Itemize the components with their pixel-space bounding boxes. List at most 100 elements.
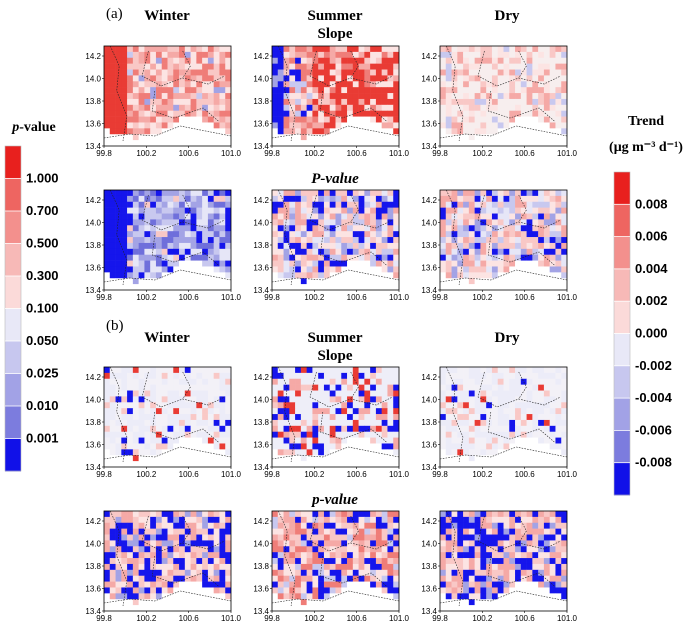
grid-cell [457, 213, 464, 220]
grid-cell [295, 260, 302, 267]
grid-cell [387, 408, 394, 415]
province-boundary [446, 510, 464, 607]
grid-cell [468, 110, 475, 117]
grid-cell [173, 408, 180, 415]
y-tick-label: 13.4 [421, 286, 437, 295]
grid-cell [277, 195, 284, 203]
grid-cell [375, 201, 382, 208]
grid-cell [277, 207, 284, 214]
grid-cell [457, 414, 464, 421]
grid-cell [109, 254, 116, 261]
grid-cell [503, 425, 510, 432]
grid-cell [352, 190, 359, 197]
grid-cell [555, 563, 562, 571]
grid-cell [364, 284, 371, 290]
grid-cell [457, 461, 464, 467]
grid-cell [393, 402, 399, 409]
grid-cell [173, 563, 180, 571]
grid-cell [532, 569, 539, 576]
grid-cell [138, 63, 145, 70]
grid-cell [213, 195, 220, 203]
grid-cell [381, 237, 388, 244]
grid-cell [272, 213, 279, 220]
grid-cell [352, 69, 359, 76]
grid-cell [497, 93, 504, 100]
grid-cell [104, 201, 111, 208]
x-tick-label: 100.2 [472, 293, 493, 302]
grid-cell [323, 104, 331, 111]
grid-cell [295, 278, 302, 285]
grid-cell [207, 396, 214, 403]
grid-cell [387, 219, 394, 226]
grid-cell [393, 207, 399, 214]
grid-cell [132, 272, 139, 279]
right-colorbar-unit: (μg m⁻³ d⁻¹) [609, 140, 683, 155]
grid-cell [104, 408, 111, 415]
grid-cell [538, 201, 545, 208]
grid-cell [509, 372, 516, 380]
grid-cell [202, 511, 209, 518]
grid-cell [132, 134, 139, 141]
grid-cell [283, 231, 290, 238]
grid-cell [196, 122, 203, 129]
grid-cell [104, 69, 111, 76]
grid-cell [306, 231, 313, 238]
grid-cell [503, 134, 510, 141]
grid-cell [144, 69, 151, 76]
grid-cell [538, 46, 545, 53]
grid-cell [457, 46, 464, 53]
grid-cell [486, 110, 493, 117]
grid-cell [486, 225, 493, 232]
right-colorbar-tick-label: -0.006 [635, 422, 672, 437]
grid-cell [393, 552, 399, 559]
grid-cell [318, 605, 325, 611]
grid-cell [549, 372, 556, 380]
grid-cell [213, 425, 220, 432]
grid-cell [375, 367, 382, 374]
grid-cell [289, 599, 296, 606]
grid-cell [393, 599, 399, 606]
grid-cell [132, 51, 139, 59]
grid-cell [121, 455, 128, 462]
grid-cell [283, 511, 290, 518]
grid-cell [491, 278, 499, 285]
grid-cell [121, 437, 128, 444]
grid-cell [329, 414, 336, 421]
grid-cell [497, 581, 504, 588]
grid-cell [127, 231, 134, 238]
grid-cell [375, 93, 382, 100]
grid-cell [341, 195, 348, 203]
grid-cell [561, 284, 567, 290]
grid-cell [184, 455, 191, 462]
grid-cell [150, 81, 157, 88]
grid-cell [323, 254, 331, 261]
grid-cell [532, 140, 539, 146]
grid-cell [463, 372, 470, 380]
grid-cell [132, 443, 139, 450]
grid-cell [173, 367, 180, 374]
grid-cell [121, 378, 128, 385]
grid-cell [503, 51, 510, 59]
grid-cell [509, 402, 516, 409]
grid-cell [289, 443, 296, 450]
grid-cell [549, 540, 556, 547]
grid-cell [474, 219, 481, 226]
grid-cell [364, 396, 371, 403]
grid-cell [295, 266, 302, 273]
grid-cell [440, 575, 447, 582]
grid-cell [115, 552, 122, 559]
grid-cell [173, 81, 180, 88]
grid-cell [173, 272, 180, 279]
grid-cell [213, 87, 220, 94]
grid-cell [486, 81, 493, 88]
grid-cell [497, 396, 504, 403]
grid-cell [121, 522, 128, 529]
y-tick-label: 14.0 [421, 219, 437, 228]
grid-cell [329, 219, 336, 226]
grid-cell [184, 201, 191, 208]
grid-cell [329, 260, 336, 267]
grid-cell [352, 443, 359, 450]
grid-cell [190, 237, 197, 244]
grid-cell [468, 516, 475, 524]
grid-cell [173, 575, 180, 582]
